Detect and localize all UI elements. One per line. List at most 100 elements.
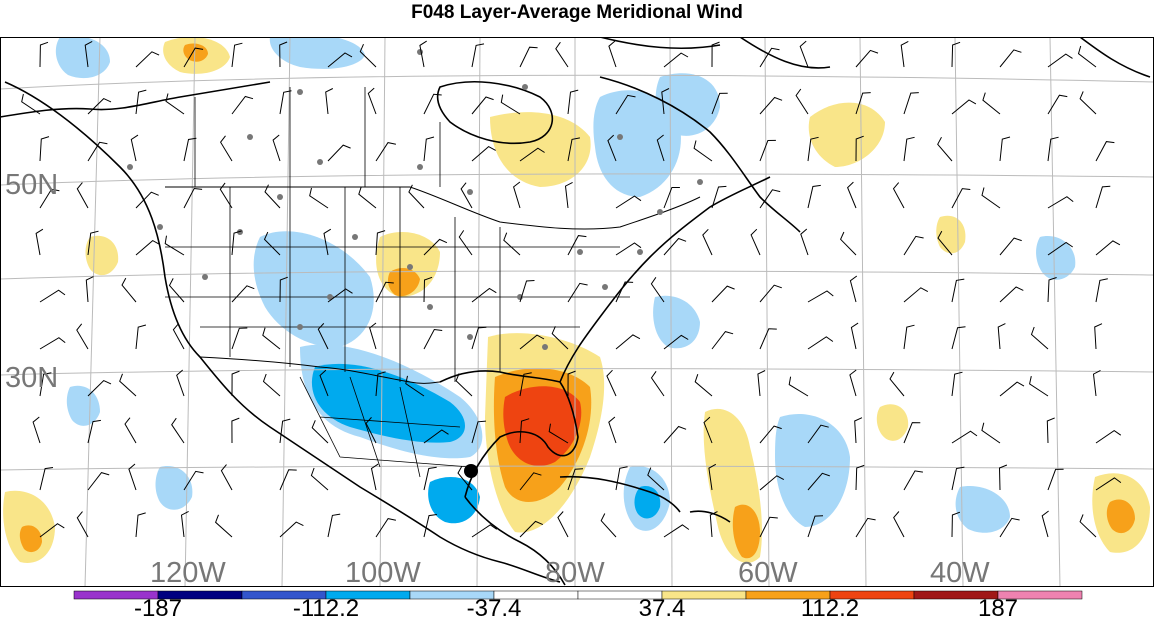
wind-barb [263, 231, 281, 256]
wind-barb [124, 417, 137, 444]
wind-barb [1092, 369, 1101, 397]
wind-map: 50N 30N 120W 100W 80W 60W 40W [0, 37, 1154, 587]
wind-barb [455, 373, 473, 397]
wind-barb [693, 140, 713, 162]
wind-barb [903, 324, 915, 350]
wind-barb [327, 513, 341, 538]
us-mexico-border [199, 356, 441, 384]
wind-barb [615, 466, 628, 491]
wind-barb [567, 137, 580, 162]
latitude-line-20 [0, 465, 1154, 471]
wind-barb [408, 184, 425, 209]
wind-barb [999, 237, 1022, 256]
wind-barb [1095, 429, 1122, 444]
wind-barb [135, 51, 160, 68]
longitude-line-120 [184, 37, 196, 587]
east-coast [559, 176, 771, 383]
wind-barb [849, 369, 857, 397]
wind-barb [423, 466, 437, 491]
colorbar-label: -187 [134, 595, 182, 622]
wind-barb [135, 239, 160, 256]
hispaniola [689, 510, 731, 523]
negative-anomaly-rockies [253, 231, 374, 348]
wind-barb [1095, 185, 1111, 209]
wind-barb [999, 381, 1025, 397]
wind-barb [557, 511, 569, 538]
alaska-coast [0, 81, 271, 118]
wind-barb [551, 326, 569, 350]
wind-barb [1095, 477, 1122, 491]
wind-barb [564, 181, 573, 209]
wind-barb [279, 469, 297, 491]
wind-barb [375, 230, 386, 256]
wind-barb [951, 188, 971, 209]
wind-barb [807, 290, 834, 303]
station-dot [697, 179, 703, 185]
wind-barb [231, 327, 248, 350]
wind-barb [981, 187, 1001, 209]
wind-barb [519, 418, 530, 444]
station-dot [277, 194, 283, 200]
wind-barb [279, 276, 288, 303]
wind-barb [370, 463, 379, 491]
lon-label-120w: 120W [150, 557, 226, 587]
wind-barb [900, 40, 909, 68]
lat-label-50n: 50N [5, 169, 58, 201]
wind-barb [327, 288, 353, 303]
wind-barbs [21, 40, 1122, 538]
wind-barb [1047, 277, 1057, 303]
wind-barb [1047, 136, 1059, 162]
wind-barb [358, 186, 377, 209]
wind-barb [85, 276, 94, 303]
wind-barb [1095, 141, 1115, 162]
negative-anomaly-pacific-s [155, 466, 193, 510]
wind-barb [369, 322, 377, 350]
wind-barb [423, 276, 433, 303]
positive-anomaly-west [85, 235, 119, 276]
wind-barb [176, 369, 185, 397]
wind-barb [39, 41, 49, 68]
observation-stations [127, 49, 703, 350]
wind-barb [423, 328, 443, 350]
wind-barb [1030, 326, 1049, 350]
wind-barb [800, 228, 809, 256]
positive-anomaly-atlantic-mid [876, 404, 909, 441]
wind-barb [87, 472, 110, 491]
wind-barb [807, 424, 829, 444]
wind-barb [327, 52, 353, 68]
lon-label-80w: 80W [545, 557, 605, 587]
wind-barb [937, 136, 953, 162]
wind-barb [471, 524, 498, 538]
wind-barb [279, 41, 288, 68]
positive-anomaly-plains [387, 267, 420, 297]
wind-barb [663, 52, 689, 68]
wind-barb [759, 516, 778, 538]
wind-barb [165, 93, 185, 115]
wind-barb [663, 187, 680, 209]
station-dot [467, 334, 473, 340]
wind-barb [981, 422, 1001, 444]
wind-barb [130, 134, 139, 162]
station-marker [464, 464, 478, 478]
positive-anomaly-atlantic-north [808, 102, 885, 167]
canada-province-lines [194, 87, 441, 187]
negative-anomaly-atlantic-east [775, 413, 850, 527]
wind-barb [500, 94, 521, 115]
wind-barb [650, 371, 665, 397]
wind-barb [663, 425, 687, 444]
latitude-line-60 [0, 74, 1154, 90]
longitude-line-60 [764, 37, 770, 587]
wind-barb [1041, 510, 1049, 538]
wind-barb [615, 281, 634, 303]
wind-barb [951, 99, 977, 115]
wind-barb [608, 40, 617, 68]
wind-barb [457, 465, 473, 491]
wind-barb [615, 94, 636, 115]
wind-barb [567, 235, 587, 256]
station-dot [522, 84, 528, 90]
wind-barb [999, 136, 1011, 162]
wind-barb [567, 282, 588, 303]
us-state-lines [165, 187, 630, 382]
wind-barb [997, 323, 1006, 350]
gulf-coast [439, 370, 579, 498]
